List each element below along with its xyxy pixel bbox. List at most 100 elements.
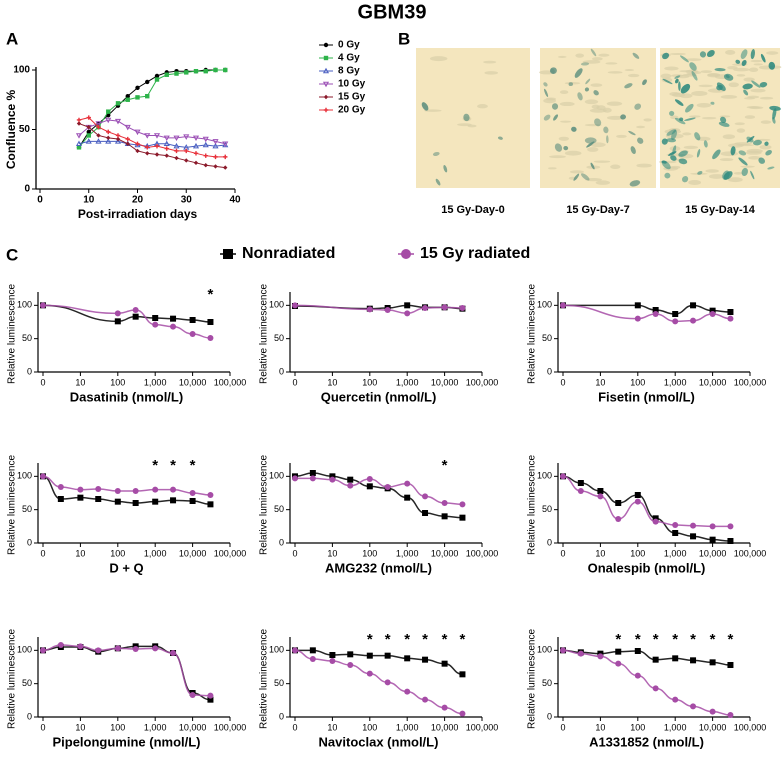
stained-cell [666,129,677,136]
cell [744,115,756,119]
stained-cell [662,78,673,85]
cell [688,180,702,185]
stained-cell [577,92,583,101]
cell [616,134,627,138]
y-tick-label: 50 [542,678,552,688]
marker [672,318,679,325]
stained-cell [740,49,748,60]
marker [134,141,141,148]
series-line [78,119,226,145]
marker [164,153,169,158]
cell [477,104,488,109]
significance-star: * [404,631,410,648]
stained-cell [580,173,590,181]
stained-cell [716,84,723,91]
stained-cell [629,180,641,187]
cell [560,120,572,123]
x-tick-label: 100,000 [466,377,499,387]
marker [76,145,82,150]
marker [40,647,46,654]
marker [672,655,679,662]
stained-cell [554,143,563,152]
marker [672,696,679,703]
marker [309,656,316,662]
cell [557,55,567,58]
marker [727,523,734,530]
x-axis-label: Dasatinib (nmol/L) [70,389,183,404]
marker [727,662,734,668]
x-tick-label: 10 [75,722,85,732]
marker [577,488,584,494]
marker [329,658,336,664]
marker [347,651,354,658]
stained-cell [590,162,595,170]
marker [154,73,160,79]
marker [192,142,200,149]
marker [145,151,150,156]
stained-cell [574,68,583,78]
marker [86,129,91,135]
marker [652,307,659,313]
marker [347,662,354,668]
stained-cell [735,59,741,64]
x-tick-label: 1,000 [664,722,687,732]
x-tick-label: 1,000 [664,377,687,387]
stained-cell [764,141,769,146]
marker [152,498,159,505]
marker [709,659,716,666]
cell [683,145,699,149]
marker [213,67,218,73]
marker [652,685,659,692]
marker [164,146,169,151]
marker [125,141,130,146]
marker [124,124,131,131]
y-tick-label: 0 [547,537,552,547]
micrograph [416,48,530,188]
x-tick-label: 30 [181,195,193,206]
x-tick-label: 10,000 [431,377,459,387]
marker [634,315,641,322]
cell [745,150,762,155]
marker [384,484,391,490]
cell [559,101,575,107]
marker [577,650,584,657]
stained-cell [670,155,677,161]
cell [708,174,725,179]
stained-cell [634,103,642,110]
cell [700,70,713,74]
cell [719,158,734,162]
stained-cell [738,157,748,166]
cell [607,71,623,74]
cell [549,155,566,159]
marker [77,486,84,493]
y-axis-label: Relative luminescence [527,629,538,729]
stained-cell [551,103,559,110]
cell [748,67,759,72]
x-axis-label: Post-irradiation days [78,207,198,221]
series-line [78,117,226,158]
marker [152,645,159,652]
stained-cell [742,83,753,90]
marker [114,318,121,325]
cell [636,163,652,168]
marker [709,523,716,530]
marker [170,486,177,493]
marker [223,67,228,73]
marker [114,138,122,144]
cell [736,74,746,77]
y-axis-label: Relative luminescence [259,629,270,729]
y-axis-label: Relative luminescence [7,455,18,555]
x-tick-label: 0 [292,548,297,558]
x-tick-label: 0 [560,722,565,732]
marker [309,647,316,654]
marker [459,514,466,521]
marker [207,696,214,703]
y-tick-label: 50 [19,124,31,135]
marker [347,482,354,489]
significance-star: * [728,631,734,648]
y-tick-label: 100 [537,471,552,481]
marker [132,313,139,320]
x-axis-label: Navitoclax (nmol/L) [319,734,439,749]
marker [292,475,298,482]
marker [384,307,391,313]
